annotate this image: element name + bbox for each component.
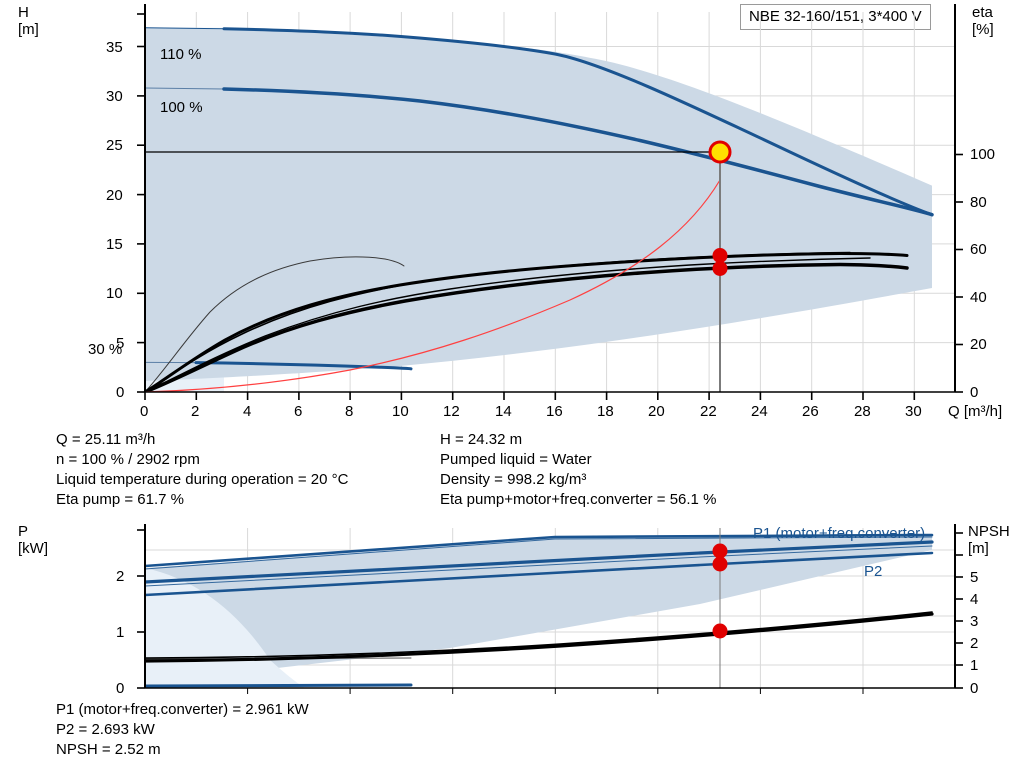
bottom-chart-y-axis-label: P [kW] <box>18 523 48 557</box>
pump-title-box: NBE 32-160/151, 3*400 V <box>740 4 931 30</box>
duty-info-right-0: H = 24.32 m <box>440 431 523 448</box>
duty-info-right-2: Density = 998.2 kg/m³ <box>440 471 587 488</box>
top-chart-curve-h30 <box>194 361 413 371</box>
top-y-tick-15: 15 <box>106 236 123 253</box>
top-chart-y2-axis-label: eta [%] <box>972 4 994 38</box>
top-y-tick-20: 20 <box>106 187 123 204</box>
top-chart-eta-marker-2 <box>712 261 728 276</box>
curve-label-30: 30 % <box>88 341 123 358</box>
duty-info-right-1: Pumped liquid = Water <box>440 451 592 468</box>
top-chart-speed-band <box>145 27 932 381</box>
top-x-tick-26: 26 <box>802 403 819 420</box>
top-x-tick-6: 6 <box>294 403 303 420</box>
top-chart-axes <box>137 4 963 400</box>
top-x-tick-30: 30 <box>905 403 922 420</box>
bottom-chart-curve-npsh-alt <box>145 611 933 659</box>
power-info-2: NPSH = 2.52 m <box>56 741 161 758</box>
power-info-0: P1 (motor+freq.converter) = 2.961 kW <box>56 701 309 718</box>
legend-p1: P1 (motor+freq.converter) <box>753 525 926 542</box>
bottom-y-tick-2: 2 <box>116 568 125 585</box>
bottom-chart-curve-p1-thin <box>145 536 933 570</box>
bottom-chart-curve-p30 <box>145 683 413 688</box>
bottom-y2-tick-0: 0 <box>970 680 979 697</box>
top-x-tick-0: 0 <box>140 403 149 420</box>
bottom-chart-axes <box>137 524 963 694</box>
top-x-tick-20: 20 <box>648 403 665 420</box>
bottom-chart-duty-marker-p1[interactable] <box>712 543 728 559</box>
bottom-chart-svg <box>137 524 963 694</box>
top-y-tick-30: 30 <box>106 88 123 105</box>
top-y2-tick-0: 0 <box>970 384 979 401</box>
top-chart-y-axis-label: H [m] <box>18 4 39 38</box>
curve-label-100: 100 % <box>160 99 203 116</box>
top-y2-tick-100: 100 <box>970 146 996 163</box>
top-chart-curve-h110-thin <box>145 27 225 30</box>
bottom-y-tick-0: 0 <box>116 680 125 697</box>
top-y-tick-5: 5 <box>116 335 125 352</box>
top-x-tick-12: 12 <box>443 403 460 420</box>
duty-info-left-2: Liquid temperature during operation = 20… <box>56 471 349 488</box>
top-chart-curve-h100 <box>222 87 934 217</box>
bottom-y2-tick-2: 2 <box>970 635 979 652</box>
bottom-y2-tick-3: 3 <box>970 613 979 630</box>
legend-p2: P2 <box>864 563 883 580</box>
top-x-tick-16: 16 <box>546 403 563 420</box>
duty-info-left-1: n = 100 % / 2902 rpm <box>56 451 200 468</box>
duty-info-right-3: Eta pump+motor+freq.converter = 56.1 % <box>440 491 717 508</box>
top-chart-curve-h100-thin <box>145 87 225 90</box>
top-chart-curve-h110 <box>222 27 934 217</box>
bottom-y2-tick-4: 4 <box>970 591 979 608</box>
top-chart-curve-eta-total <box>145 262 909 392</box>
bottom-chart-curve-npsh <box>145 612 934 663</box>
top-x-tick-22: 22 <box>700 403 717 420</box>
bottom-chart-duty-marker-npsh[interactable] <box>712 623 728 639</box>
top-x-tick-10: 10 <box>392 403 409 420</box>
top-y2-tick-80: 80 <box>970 194 987 211</box>
bottom-chart-duty-marker-p2[interactable] <box>712 556 728 572</box>
top-y-tick-35: 35 <box>106 39 123 56</box>
top-chart-curve-system <box>145 179 721 392</box>
top-x-tick-28: 28 <box>854 403 871 420</box>
top-y-tick-25: 25 <box>106 137 123 154</box>
top-x-tick-4: 4 <box>243 403 252 420</box>
duty-info-left-3: Eta pump = 61.7 % <box>56 491 184 508</box>
bottom-chart-y2-axis-label: NPSH [m] <box>968 523 1010 557</box>
bottom-y-tick-1: 1 <box>116 624 125 641</box>
curve-label-110: 110 % <box>160 46 202 63</box>
top-chart-curve-eta-alt1 <box>145 251 851 392</box>
power-info-1: P2 = 2.693 kW <box>56 721 155 738</box>
top-chart-duty-point[interactable] <box>708 140 732 164</box>
bottom-chart-curve-p2 <box>145 551 934 597</box>
bottom-chart-curve-p1-upper <box>145 533 934 568</box>
top-x-tick-14: 14 <box>495 403 512 420</box>
top-x-tick-8: 8 <box>345 403 354 420</box>
top-y2-tick-20: 20 <box>970 336 987 353</box>
top-chart-x-axis-label: Q [m³/h] <box>948 403 1003 420</box>
top-chart-curve-eta-alt2 <box>145 257 871 392</box>
top-x-tick-2: 2 <box>191 403 200 420</box>
bottom-y2-tick-1: 1 <box>970 657 979 674</box>
bottom-y2-tick-5: 5 <box>970 569 979 586</box>
top-x-tick-24: 24 <box>751 403 768 420</box>
top-y2-tick-60: 60 <box>970 241 987 258</box>
top-chart-svg <box>137 4 963 400</box>
top-chart-eta-marker-1 <box>712 248 728 263</box>
duty-info-left-0: Q = 25.11 m³/h <box>56 431 156 448</box>
top-x-tick-18: 18 <box>597 403 614 420</box>
top-chart-curve-eta30 <box>145 256 405 392</box>
top-y-tick-0: 0 <box>116 384 125 401</box>
bottom-chart-curve-p2-thin <box>145 545 933 587</box>
top-y2-tick-40: 40 <box>970 289 987 306</box>
bottom-chart-curve-p1 <box>145 540 934 584</box>
top-y-tick-10: 10 <box>106 285 123 302</box>
